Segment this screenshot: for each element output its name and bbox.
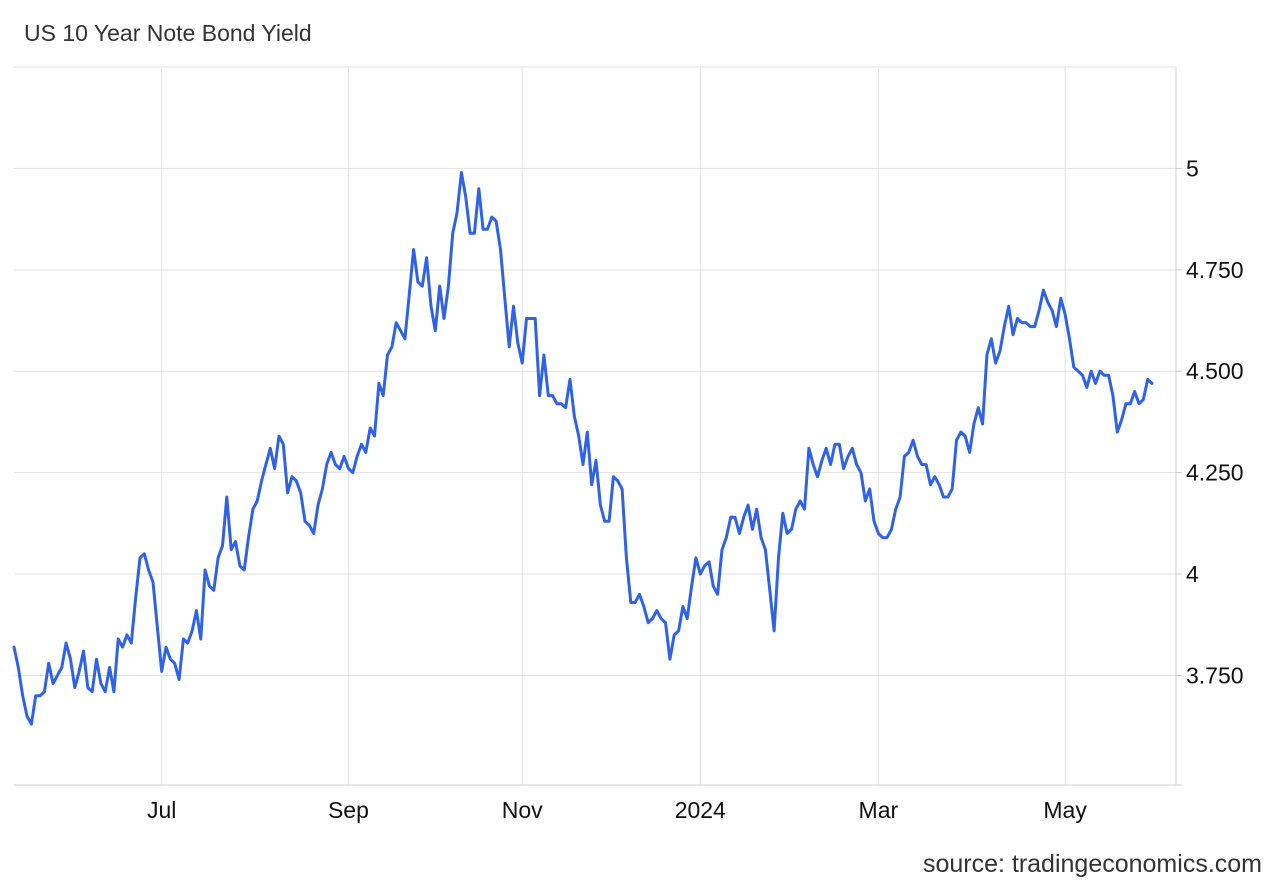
x-tick-label: May <box>1043 797 1087 823</box>
x-tick-label: Sep <box>328 797 369 823</box>
x-tick-label: Jul <box>147 797 176 823</box>
series-group <box>12 171 1154 726</box>
y-tick-label: 5 <box>1186 155 1199 181</box>
y-tick-label: 4.750 <box>1186 257 1244 283</box>
x-tick-label: Mar <box>859 797 899 823</box>
grid <box>14 66 1176 785</box>
y-tick-label: 4.500 <box>1186 358 1244 384</box>
source-credit: source: tradingeconomics.com <box>922 850 1262 878</box>
y-tick-label: 3.750 <box>1186 662 1244 688</box>
x-tick-label: Nov <box>502 797 543 823</box>
y-tick-label: 4.250 <box>1186 460 1244 486</box>
chart-title: US 10 Year Note Bond Yield <box>24 20 312 46</box>
x-tick-label: 2024 <box>675 797 726 823</box>
axes <box>14 67 1182 786</box>
y-tick-label: 4 <box>1186 561 1199 587</box>
series-line-us10y <box>12 171 1154 726</box>
tick-labels: 3.750 4 4.250 4.500 4.750 5 Jul Sep Nov 2024 Mar Ma… <box>147 155 1244 823</box>
